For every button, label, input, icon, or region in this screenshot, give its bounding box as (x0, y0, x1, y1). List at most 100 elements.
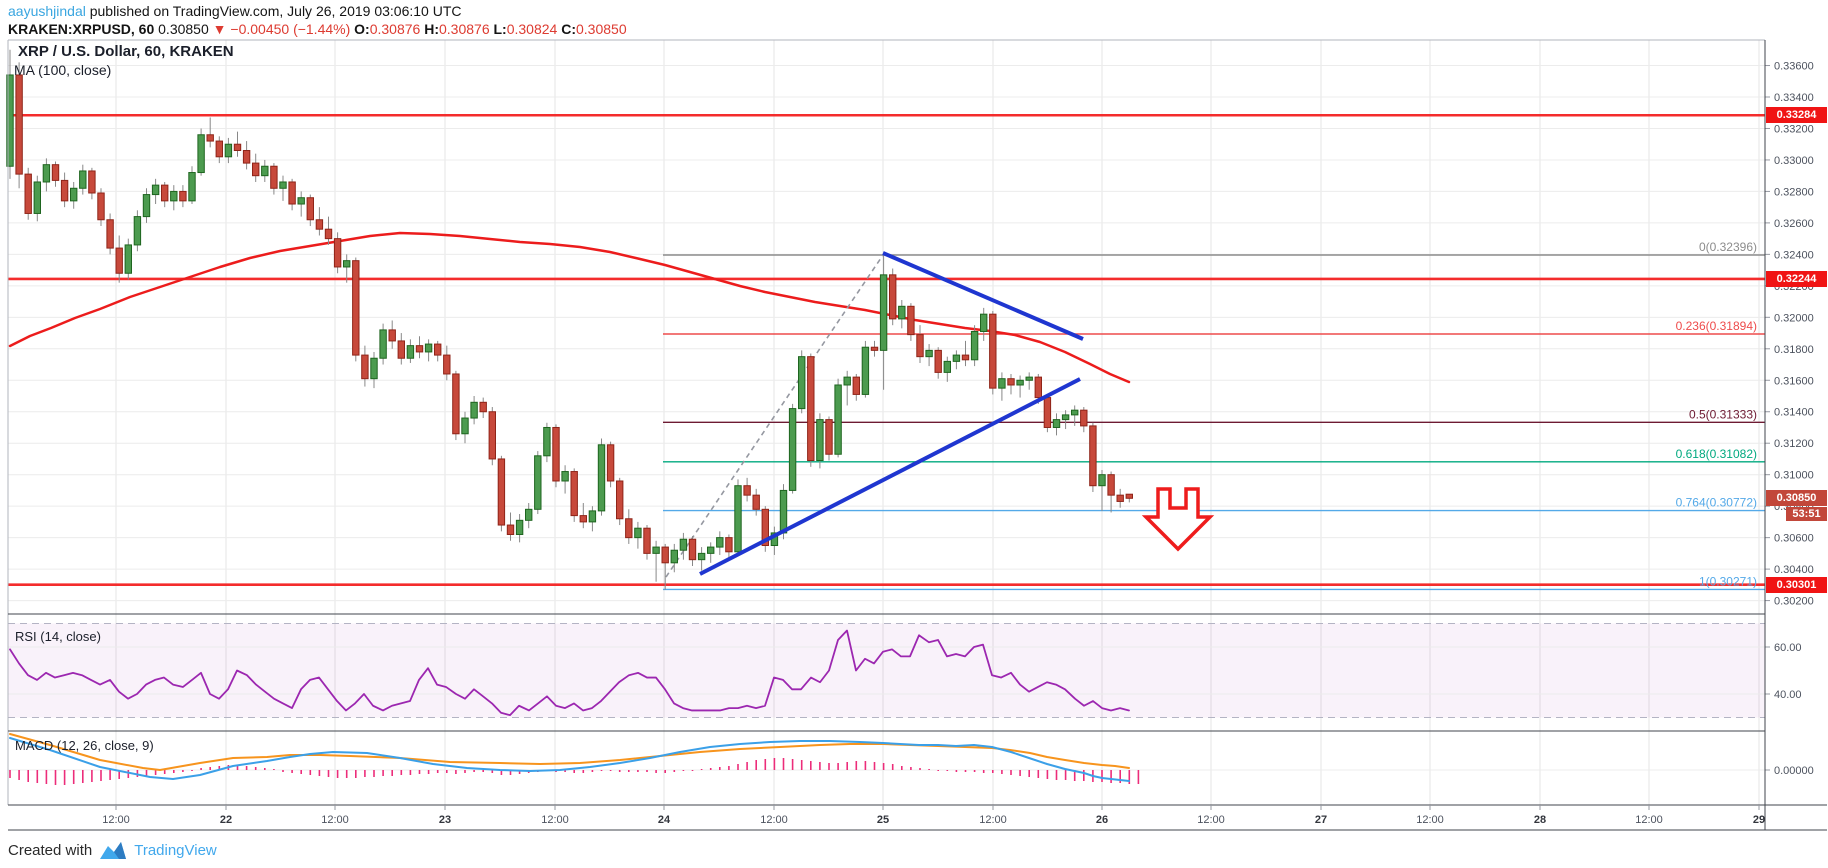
macd-signal-line (9, 733, 1130, 771)
candle-body (543, 426, 551, 457)
candle-body (343, 260, 351, 268)
candle-body (479, 401, 487, 413)
candle-body (370, 357, 378, 380)
candle-body (634, 527, 642, 539)
candle-body (980, 313, 988, 332)
price-tick-label: 0.33200 (1774, 123, 1814, 135)
down-triangle-icon: ▼ (212, 21, 227, 37)
time-tick-label: 26 (1096, 814, 1108, 826)
candle-body (961, 354, 970, 361)
high-value: 0.30876 (439, 21, 490, 37)
candle-body (324, 228, 333, 240)
footer: Created with TradingView (8, 840, 217, 861)
time-tick-label: 22 (220, 814, 232, 826)
candle-body (252, 162, 260, 177)
time-tick-label: 12:00 (760, 814, 788, 826)
candle-body (1089, 425, 1097, 487)
candle-body (397, 340, 406, 359)
time-tick-label: 29 (1753, 814, 1765, 826)
candle-body (561, 471, 569, 482)
candle-body (188, 172, 196, 202)
price-line-badge: 0.32244 (1766, 270, 1827, 287)
rsi-tick-label: 60.00 (1774, 642, 1802, 654)
username-link[interactable]: aayushjindal (8, 3, 86, 19)
time-tick-label: 12:00 (1635, 814, 1663, 826)
candle-body (470, 401, 478, 419)
candle-body (142, 194, 151, 218)
tradingview-logo-icon (100, 842, 127, 859)
candle-body (834, 384, 842, 455)
price-tick-label: 0.31800 (1774, 344, 1814, 356)
candle-body (898, 305, 906, 320)
candle-body (788, 408, 797, 491)
candle-body (552, 426, 560, 482)
fib-level-label: 1(0.30271) (1699, 574, 1757, 588)
candle-body (1007, 378, 1015, 386)
current-price-badge: 0.30850 (1766, 490, 1827, 507)
candle-body (352, 260, 360, 356)
price-tick-label: 0.33600 (1774, 61, 1814, 73)
candle-body (725, 537, 733, 553)
candle-body (525, 508, 533, 521)
candle-body (807, 356, 815, 462)
candle-body (106, 219, 114, 249)
candle-body (870, 346, 879, 351)
close-value: 0.30850 (576, 21, 627, 37)
fib-level-label: 0(0.32396) (1699, 240, 1757, 254)
price-tick-label: 0.30200 (1774, 596, 1814, 608)
candle-body (716, 537, 724, 548)
price-line-badge: 0.30301 (1766, 576, 1827, 593)
low-value: 0.30824 (506, 21, 558, 37)
time-tick-label: 12:00 (102, 814, 130, 826)
candle-body (761, 508, 769, 547)
price-tick-label: 0.31400 (1774, 407, 1814, 419)
rsi-indicator-label[interactable]: RSI (14, close) (15, 629, 101, 644)
price-line-badge: 0.33284 (1766, 107, 1827, 124)
candle-body (697, 552, 706, 561)
last-price: 0.30850 (158, 21, 209, 37)
symbol-label[interactable]: KRAKEN:XRPUSD, 60 (8, 21, 155, 37)
candle-body (798, 356, 806, 410)
time-tick-label: 12:00 (979, 814, 1007, 826)
candle-body (889, 274, 897, 320)
candle-body (952, 354, 961, 362)
macd-indicator-label[interactable]: MACD (12, 26, close, 9) (15, 738, 154, 753)
price-change: −0.00450 (−1.44%) (230, 21, 351, 37)
time-tick-label: 12:00 (1416, 814, 1444, 826)
candle-body (515, 519, 524, 535)
candle-body (1098, 474, 1106, 487)
price-tick-label: 0.30400 (1774, 564, 1814, 576)
price-tick-label: 0.31000 (1774, 470, 1814, 482)
candle-body (998, 378, 1006, 389)
tradingview-brand-link[interactable]: TradingView (134, 842, 217, 859)
candle-body (88, 170, 96, 194)
candle-body (33, 181, 41, 214)
candle-body (161, 184, 169, 202)
candle-body (415, 345, 424, 353)
candle-body (652, 546, 660, 554)
candle-body (15, 74, 23, 175)
candle-body (570, 471, 578, 517)
candle-body (597, 444, 606, 512)
candle-body (825, 419, 833, 455)
candle-body (361, 354, 369, 380)
fib-level-label: 0.764(0.30772) (1676, 496, 1757, 510)
candle-body (679, 538, 688, 551)
time-tick-label: 12:00 (541, 814, 569, 826)
candle-body (707, 546, 715, 554)
candle-body (206, 134, 214, 142)
candle-body (151, 184, 160, 196)
candle-body (424, 343, 433, 353)
candle-body (1125, 493, 1133, 499)
candle-body (124, 244, 132, 274)
candle-body (197, 134, 205, 174)
descending-resistance (882, 251, 1084, 341)
candle-body (506, 524, 515, 535)
rsi-tick-label: 40.00 (1774, 689, 1802, 701)
candle-body (643, 527, 651, 554)
candle-body (1116, 494, 1124, 502)
candle-body (688, 538, 697, 561)
open-label: O: (354, 21, 370, 37)
ma-indicator-label[interactable]: MA (100, close) (14, 62, 112, 78)
